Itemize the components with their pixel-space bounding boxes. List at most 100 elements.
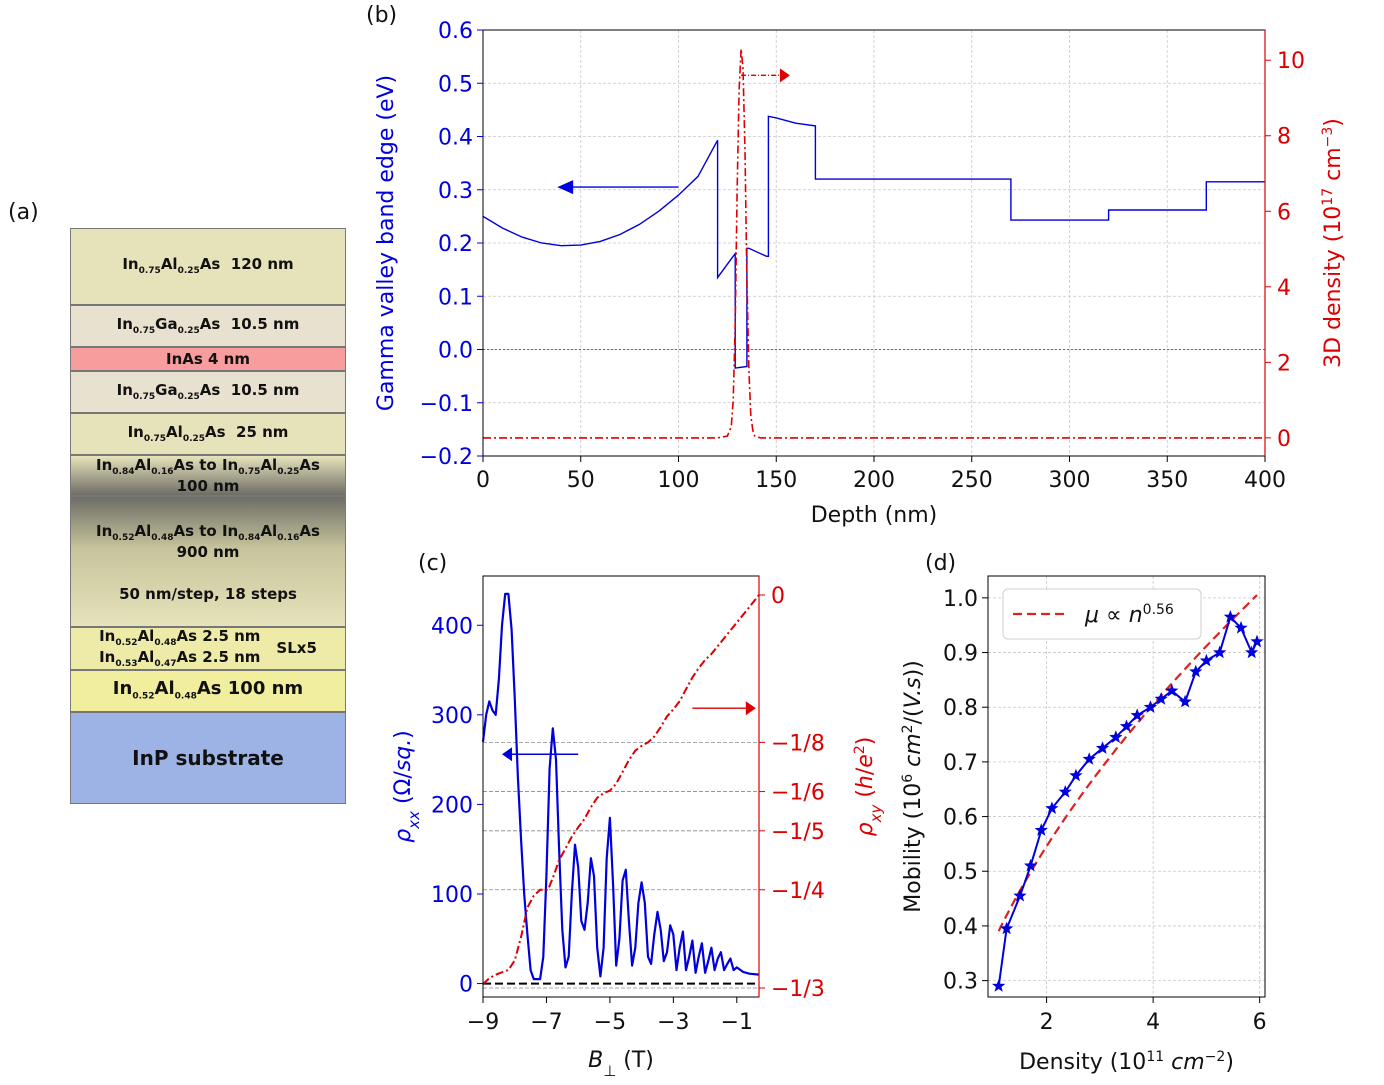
layer-inalas-buffer: In0.52Al0.48As 100 nm <box>70 670 346 712</box>
panel-c-magnetotransport: −9 −7 −5 −3 −1 0 100 200 300 400 −1/3 −1/4 −1/5 −1/6 −… <box>391 575 885 1080</box>
panel-label-c: (c) <box>418 551 447 576</box>
x-tick-label: 2 <box>1040 1010 1054 1035</box>
panel-label-d: (d) <box>925 551 956 576</box>
y-tick-label: −0.1 <box>420 392 473 417</box>
y-tick-label: 300 <box>431 704 473 729</box>
x-tick-label: 300 <box>1049 468 1091 493</box>
y-tick-label: 0.0 <box>438 339 473 364</box>
layer-stack-panel: (a) In0.75Al0.25As 120 nm In0.75Ga0.25As… <box>0 0 370 1085</box>
y-tick-label: 0.8 <box>943 696 978 721</box>
density-line <box>483 48 1265 439</box>
x-axis-label: B⊥ (T) <box>588 1048 654 1080</box>
right-axis-arrowhead <box>745 701 756 716</box>
y2-tick-label: −1/6 <box>771 781 825 806</box>
y2-axis-label: 3D density (1017 cm−3) <box>1320 118 1346 368</box>
x-tick-label: −7 <box>530 1010 562 1035</box>
mobility-point <box>1034 823 1048 836</box>
mobility-point <box>1058 785 1072 798</box>
x-axis-label: Density (1011 cm−2) <box>1019 1049 1234 1075</box>
layer-ingaas-bottom: In0.75Ga0.25As 10.5 nm <box>70 371 346 413</box>
y-tick-label: 0.4 <box>438 126 473 151</box>
x-tick-label: 6 <box>1253 1010 1267 1035</box>
x-tick-label: 200 <box>853 468 895 493</box>
mobility-point <box>1119 719 1134 732</box>
y2-tick-label: 6 <box>1277 200 1291 225</box>
mobility-line <box>997 615 1258 987</box>
mobility-point <box>1095 741 1110 754</box>
mobility-point <box>1000 921 1014 935</box>
y-tick-label: 0.4 <box>943 915 978 940</box>
y2-tick-label: 0 <box>771 584 785 609</box>
y-tick-label: 0.3 <box>943 970 978 995</box>
mobility-point <box>1178 694 1192 708</box>
layer-inalas-cap: In0.75Al0.25As 120 nm <box>70 228 346 305</box>
legend-box <box>1002 588 1202 640</box>
x-tick-label: 100 <box>658 468 700 493</box>
y-tick-label: 0.9 <box>943 642 978 667</box>
mobility-point <box>1130 708 1144 722</box>
panel-label-b: (b) <box>366 3 397 28</box>
band-edge-line <box>482 115 1265 369</box>
y-tick-label: 0.5 <box>438 72 473 97</box>
y2-tick-label: −1/5 <box>771 820 825 845</box>
rho-xy-line <box>482 594 760 985</box>
x-tick-label: 400 <box>1244 468 1286 493</box>
layer-inp-substrate: InP substrate <box>70 712 346 804</box>
y-tick-label: 0.7 <box>943 751 978 776</box>
rho-xx-line <box>481 592 760 981</box>
mobility-point <box>1189 664 1203 678</box>
y-tick-label: 0.5 <box>943 860 978 885</box>
left-axis-arrowhead <box>557 180 574 195</box>
y-tick-label: 0 <box>459 973 473 998</box>
x-tick-label: −5 <box>594 1010 626 1035</box>
mobility-point <box>1154 692 1168 705</box>
y-tick-label: 0.6 <box>438 19 473 44</box>
right-axis-arrowhead <box>779 68 790 83</box>
x-tick-label: 150 <box>755 468 797 493</box>
mobility-point <box>1234 620 1248 634</box>
y2-tick-label: 10 <box>1277 49 1305 74</box>
mobility-point <box>1223 610 1237 623</box>
y2-tick-label: 8 <box>1277 125 1291 150</box>
layer-inverse-step: In0.84Al0.16As to In0.75Al0.25As 100 nm <box>70 455 346 496</box>
mobility-point <box>1013 888 1027 902</box>
y-tick-label: 0.6 <box>943 806 978 831</box>
x-tick-label: −3 <box>657 1010 689 1035</box>
x-tick-label: 250 <box>951 468 993 493</box>
plot-frame <box>482 575 760 998</box>
layer-graded-buffer: In0.52Al0.48As to In0.84Al0.16As 900 nm 5… <box>70 496 346 627</box>
y-tick-label: 200 <box>431 793 473 818</box>
x-tick-label: −9 <box>467 1010 499 1035</box>
panel-d-mobility: 2 4 60.30.40.50.60.70.80.91.0μ ∝ n0.56Dens… <box>900 575 1267 1075</box>
y-axis-label: Gamma valley band edge (eV) <box>374 75 399 411</box>
y2-tick-label: 0 <box>1277 427 1291 452</box>
x-tick-label: −1 <box>721 1010 753 1035</box>
x-axis-label: Depth (nm) <box>811 503 938 528</box>
panel-b-band-structure: 0 50 100 150 200 250 300 350 400−0.2−0.10.00.10.… <box>374 19 1346 528</box>
mobility-point <box>992 979 1006 992</box>
mobility-point <box>1199 653 1214 667</box>
y-tick-label: 100 <box>431 883 473 908</box>
y2-tick-label: −1/3 <box>771 977 825 1002</box>
layer-ingaas-top: In0.75Ga0.25As 10.5 nm <box>70 305 346 347</box>
mobility-point <box>1143 700 1158 713</box>
mobility-point <box>1024 858 1038 872</box>
mobility-point <box>1245 645 1259 659</box>
layer-inas-well: InAs 4 nm <box>70 347 346 371</box>
y2-axis-label: ρxy (h/e2) <box>852 737 885 837</box>
mobility-point <box>1045 801 1059 814</box>
y-tick-label: 0.2 <box>438 232 473 257</box>
y-tick-label: 0.1 <box>438 285 473 310</box>
x-tick-label: 0 <box>476 468 490 493</box>
fit-line <box>997 594 1258 932</box>
mobility-point <box>1165 683 1179 697</box>
mobility-point <box>1213 645 1227 659</box>
plot-frame <box>987 575 1266 998</box>
x-tick-label: 50 <box>567 468 595 493</box>
y2-tick-label: −1/8 <box>771 731 825 756</box>
y-tick-label: 400 <box>431 614 473 639</box>
panel-label-a: (a) <box>8 200 39 225</box>
layer-superlattice: In0.52Al0.48As 2.5 nm In0.53Al0.47As 2.5 … <box>70 627 346 670</box>
y2-tick-label: −1/4 <box>771 879 825 904</box>
